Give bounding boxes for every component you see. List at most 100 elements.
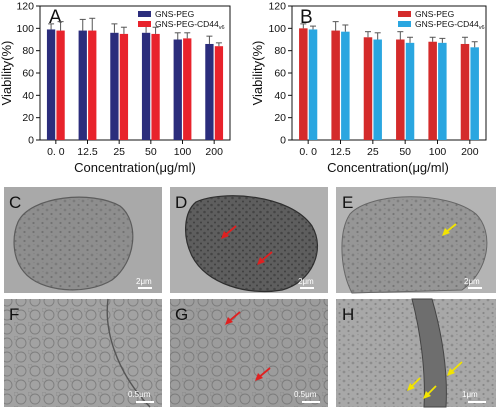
em-panel-h-membrane	[411, 298, 447, 408]
chartB-ytick-label: 0	[280, 135, 286, 147]
chartB-bar-s1-2	[363, 37, 373, 141]
chartB-xtick-label: 12.5	[330, 146, 351, 158]
em-panel-d-arrow-2	[257, 251, 273, 265]
em-panel-g-scale-label: 0.5μm	[294, 390, 317, 399]
em-panel-h-letter: H	[342, 305, 354, 324]
chartA-xtick-label: 200	[205, 146, 223, 158]
em-panel-h-scale-bar	[468, 401, 486, 403]
legend-swatch-gns-peg-cd44	[138, 21, 151, 27]
em-panel-d: D 2μm	[170, 187, 328, 293]
chart-b-panel-letter: B	[300, 7, 313, 28]
chartA-ytick-label: 80	[22, 45, 34, 57]
chart-b-error-bars	[300, 21, 478, 48]
em-panel-f-letter: F	[9, 305, 19, 324]
chartA-bar-s1-5	[205, 43, 214, 140]
chartA-bar-s2-3	[151, 33, 160, 140]
em-panel-g-arrow-1	[225, 311, 241, 325]
chartB-bar-s2-5	[470, 47, 479, 140]
chart-a-legend: GNS-PEG GNS-PEG-CD44v6	[138, 9, 225, 31]
chartA-xtick-label: 100	[174, 146, 192, 158]
chart-b-y-axis-title: Viability(%)	[250, 41, 265, 106]
em-panel-d-arrow-1	[221, 225, 237, 239]
em-panel-h-arrow-3	[423, 385, 437, 399]
legend-swatch-b-gns-peg	[398, 11, 411, 17]
chartB-bar-s2-3	[405, 42, 415, 140]
chartA-xtick-label: 25	[113, 146, 125, 158]
legend-label-gns-peg-cd44-main: GNS-PEG-CD44	[155, 19, 219, 29]
chartB-ytick-label: 20	[274, 112, 286, 124]
chartB-bar-s2-2	[373, 39, 382, 140]
chart-b-x-axis-title: Concentration(μg/ml)	[327, 160, 449, 175]
em-panel-h-arrow-2	[407, 377, 421, 391]
chart-a-y-ticks: 0 20 40 60 80 100 120	[16, 1, 40, 147]
em-panel-c-letter: C	[9, 193, 21, 212]
em-panel-c-scale-label: 2μm	[136, 277, 152, 286]
em-panel-h-arrow-1	[447, 361, 463, 376]
em-panel-e-scale-label: 2μm	[464, 277, 480, 286]
legend-label-gns-peg: GNS-PEG	[155, 9, 194, 19]
chartA-bar-s2-1	[88, 30, 97, 140]
chart-a-x-axis-title: Concentration(μg/ml)	[74, 160, 196, 175]
legend-label-gns-peg-cd44-sub: v6	[219, 25, 225, 31]
chartA-xtick-label: 50	[145, 146, 157, 158]
chartA-bar-s1-1	[78, 30, 87, 140]
chart-b-y-ticks: 0 20 40 60 80 100 120	[268, 1, 292, 147]
chartB-xtick-label: 200	[461, 146, 479, 158]
chart-a: A 0 20 40 60 80 100 120 0. 0 12.5 25 50 100 200 Via…	[0, 1, 231, 175]
chartB-bar-s1-4	[428, 41, 437, 140]
em-panel-d-letter: D	[175, 193, 187, 212]
chartA-bar-s1-0	[46, 29, 56, 141]
legend-label-b-gns-peg-cd44-sub: v6	[479, 25, 485, 31]
legend-label-b-gns-peg: GNS-PEG	[415, 9, 454, 19]
chartB-bar-s1-0	[299, 28, 308, 140]
em-panel-g-scale-bar	[302, 401, 320, 403]
chartA-bar-s2-2	[119, 33, 129, 140]
chartA-bar-s1-2	[110, 32, 119, 140]
chart-b: B 0 20 40 60 80 100 120 0. 0 12.5 25 50 100 200 Via…	[250, 1, 487, 175]
chart-a-y-axis-title: Viability(%)	[0, 41, 14, 106]
chartB-ytick-label: 40	[274, 90, 286, 102]
chartB-ytick-label: 100	[268, 23, 286, 35]
em-panel-f-membrane	[106, 298, 151, 408]
chartB-xtick-label: 25	[367, 146, 379, 158]
em-panel-e-cell-texture	[341, 196, 487, 293]
chartB-xtick-label: 50	[399, 146, 411, 158]
chart-b-legend: GNS-PEG GNS-PEG-CD44v6	[398, 9, 485, 31]
em-panel-d-cell-texture	[185, 195, 318, 292]
chartB-ytick-label: 80	[274, 45, 286, 57]
em-panel-h-scale-label: 1μm	[462, 390, 478, 399]
em-panel-f-texture	[4, 299, 162, 407]
chart-b-x-ticks: 0. 0 12.5 25 50 100 200	[299, 140, 479, 158]
em-panel-d-scale-label: 2μm	[298, 277, 314, 286]
em-panel-e-scale-bar	[468, 287, 482, 289]
chart-a-bars	[46, 29, 224, 141]
chartA-bar-s2-4	[183, 38, 192, 141]
chartA-xtick-label: 0. 0	[47, 146, 65, 158]
legend-label-gns-peg-cd44: GNS-PEG-CD44v6	[155, 19, 225, 31]
legend-swatch-gns-peg	[138, 11, 151, 17]
em-panel-g-arrow-2	[255, 367, 271, 381]
chartA-ytick-label: 120	[16, 1, 34, 13]
em-panel-h: H 1μm	[336, 298, 496, 408]
legend-label-b-gns-peg-cd44: GNS-PEG-CD44v6	[415, 19, 485, 31]
chartB-bar-s1-3	[396, 39, 405, 140]
chartA-ytick-label: 60	[22, 68, 34, 80]
em-panel-d-scale-bar	[300, 287, 314, 289]
em-panel-e: E 2μm	[336, 187, 496, 294]
em-panel-e-arrow	[442, 223, 457, 236]
legend-swatch-b-gns-peg-cd44	[398, 21, 411, 27]
chartB-xtick-label: 100	[429, 146, 447, 158]
em-panel-c-scale-bar	[138, 287, 152, 289]
chartA-bar-s2-0	[56, 30, 65, 140]
chartB-ytick-label: 60	[274, 68, 286, 80]
chartA-ytick-label: 40	[22, 90, 34, 102]
chartB-xtick-label: 0. 0	[299, 146, 317, 158]
chartA-ytick-label: 100	[16, 23, 34, 35]
em-panel-g-letter: G	[175, 305, 188, 324]
em-panel-f-scale-label: 0.5μm	[128, 390, 151, 399]
chartB-bar-s2-0	[308, 29, 318, 141]
chartB-bar-s2-1	[341, 31, 350, 140]
chartA-bar-s1-4	[173, 39, 182, 140]
chartA-ytick-label: 20	[22, 112, 34, 124]
em-panel-f-scale-bar	[136, 401, 154, 403]
